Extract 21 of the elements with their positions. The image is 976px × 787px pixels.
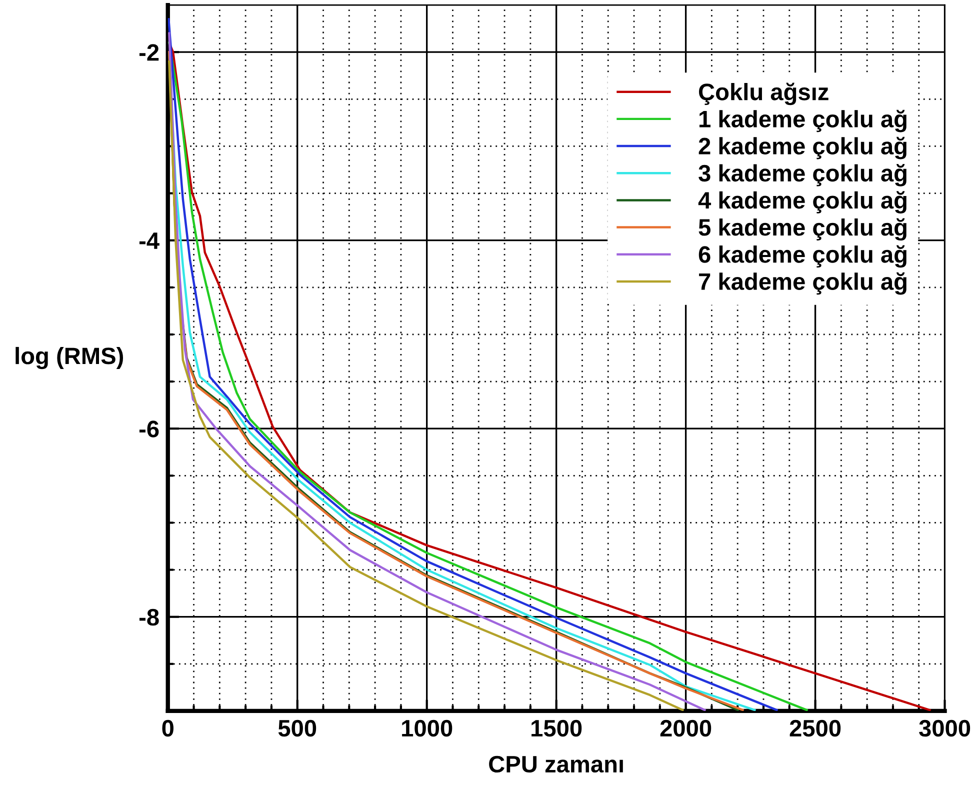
y-axis-title: log (RMS) (16, 346, 124, 370)
x-tick-label: 3000 (919, 720, 970, 737)
x-axis-title: CPU zamanı (489, 756, 623, 773)
y-tick-label: -2 (139, 44, 159, 61)
y-tick-label: -4 (139, 232, 160, 249)
legend-label: 6 kademe çoklu ağ (698, 245, 906, 268)
x-tick-label: 0 (162, 720, 174, 737)
legend-label: Çoklu ağsız (698, 82, 828, 106)
x-tick-label: 2500 (790, 720, 841, 737)
x-tick-label: 2000 (660, 720, 712, 737)
x-tick-label: 500 (278, 720, 316, 737)
legend-label: 5 kademe çoklu ağ (698, 218, 906, 241)
legend-label: 3 kademe çoklu ağ (698, 164, 906, 186)
legend-label: 7 kademe çoklu ağ (699, 272, 906, 295)
legend-label: 4 kademe çoklu ağ (698, 191, 906, 214)
x-tick-label: 1000 (402, 720, 452, 737)
y-tick-label: -8 (139, 608, 159, 626)
x-tick-label: 1500 (532, 720, 582, 737)
legend-label: 1 kademe çoklu ağ (700, 110, 906, 132)
legend-label: 2 kademe çoklu ağ (698, 136, 906, 160)
y-tick-label: -6 (139, 420, 159, 438)
